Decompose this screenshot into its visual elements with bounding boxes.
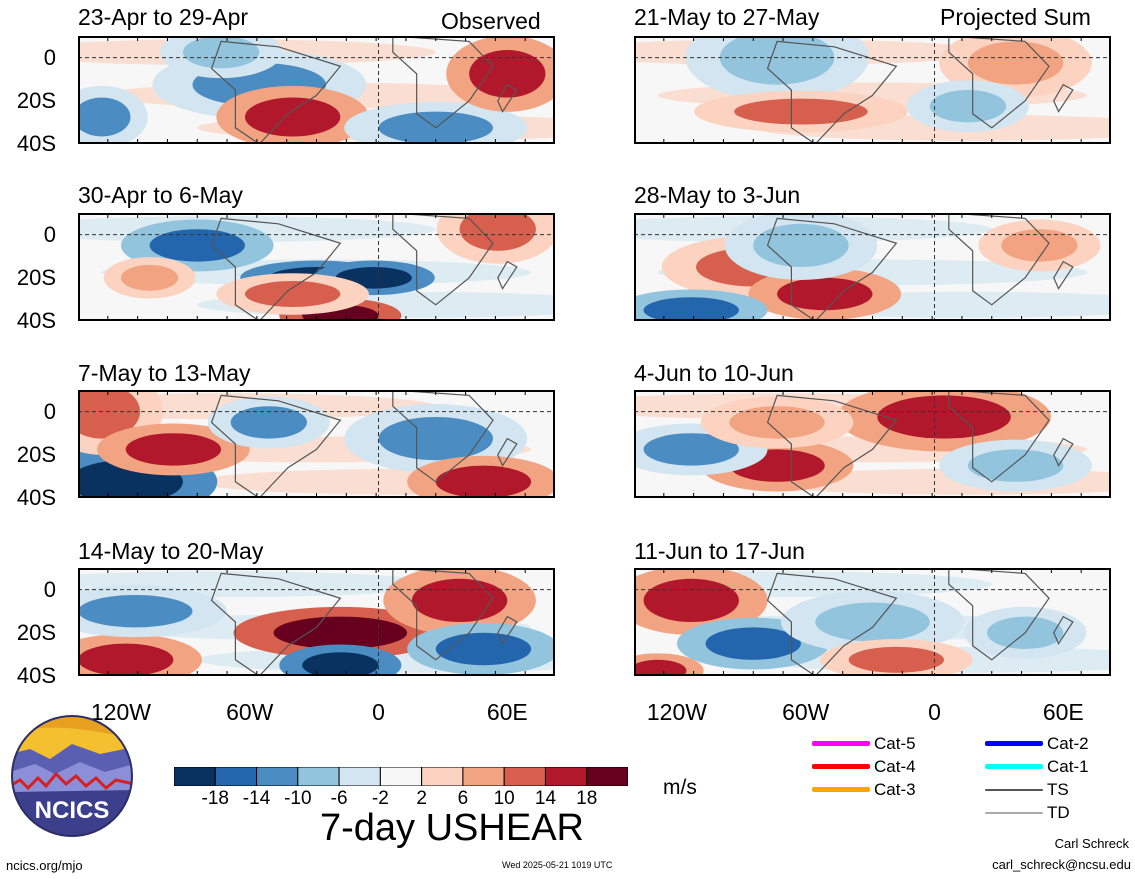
legend-label: TS: [1047, 780, 1069, 799]
email[interactable]: carl_schreck@ncsu.edu: [992, 857, 1131, 872]
panel-map: [634, 390, 1111, 498]
legend-swatch: [812, 787, 870, 792]
colorbar-tick-label: 6: [457, 788, 469, 809]
legend-label: Cat-2: [1047, 734, 1089, 753]
x-tick-label: 120W: [646, 699, 707, 725]
y-tick-label: 20S: [16, 441, 56, 467]
colorbar-swatch: [586, 767, 628, 786]
y-tick-label: 40S: [16, 308, 56, 333]
panel-map: [78, 36, 555, 144]
legend-label: TD: [1047, 803, 1070, 822]
colorbar-swatch: [214, 767, 258, 786]
panel-map: [78, 568, 555, 676]
legend-swatch: [985, 812, 1043, 814]
x-tick-label: 0: [928, 699, 941, 725]
colorbar-tick-label: -14: [242, 788, 271, 809]
panel-title: 23-Apr to 29-Apr: [78, 4, 249, 30]
x-tick-label: 0: [372, 699, 385, 725]
y-tick-label: 0: [43, 576, 56, 602]
colorbar-swatch: [174, 767, 216, 786]
panel-title: 11-Jun to 17-Jun: [634, 538, 805, 564]
x-tick-label: 60E: [1042, 699, 1084, 725]
legend-swatch: [812, 764, 870, 769]
colorbar-swatch: [338, 767, 381, 786]
y-tick-label: 0: [43, 44, 56, 70]
x-tick-label: 60W: [226, 699, 274, 725]
author: Carl Schreck: [1054, 836, 1129, 851]
panel-title: 28-May to 3-Jun: [634, 182, 801, 208]
colorbar-tick-label: -10: [284, 788, 312, 809]
panel-map: [634, 568, 1111, 676]
colorbar-tick-label: -18: [201, 788, 229, 809]
x-tick-label: 60W: [782, 699, 830, 725]
panel-title: 30-Apr to 6-May: [78, 182, 243, 208]
legend-swatch: [985, 741, 1043, 746]
y-tick-label: 40S: [16, 663, 56, 688]
y-tick-label: 40S: [16, 131, 56, 156]
panel-title: 21-May to 27-May: [634, 4, 820, 30]
legend-label: Cat-5: [874, 734, 916, 753]
colorbar-swatch: [544, 767, 588, 786]
projected-label: Projected Sum: [940, 4, 1091, 30]
observed-label: Observed: [441, 8, 541, 34]
panel-map: [634, 213, 1111, 321]
colorbar-tick-label: 14: [534, 788, 557, 809]
panel-title: 14-May to 20-May: [78, 538, 264, 564]
y-tick-label: 20S: [16, 264, 56, 290]
legend-swatch: [812, 741, 870, 746]
colorbar-swatch: [503, 767, 546, 786]
colorbar: [174, 767, 628, 786]
x-tick-label: 60E: [486, 699, 528, 725]
legend-swatch: [985, 789, 1043, 791]
y-tick-label: 20S: [16, 619, 56, 645]
colorbar-tick-label: 2: [416, 788, 427, 809]
y-tick-label: 40S: [16, 485, 56, 510]
site-url[interactable]: ncics.org/mjo: [6, 858, 83, 873]
ncics-logo: NCICS: [11, 715, 133, 837]
legend-label: Cat-1: [1047, 757, 1089, 776]
colorbar-swatch: [462, 767, 505, 786]
panel-map: [634, 36, 1111, 144]
colorbar-swatch: [421, 767, 464, 786]
x-tick-label: 120W: [90, 699, 151, 725]
units-label: m/s: [663, 776, 697, 799]
logo-text: NCICS: [35, 797, 110, 824]
panel-title: 4-Jun to 10-Jun: [634, 360, 794, 386]
y-tick-label: 20S: [16, 87, 56, 113]
panel-title: 7-May to 13-May: [78, 360, 251, 386]
colorbar-swatch: [256, 767, 299, 786]
panel-map: [78, 213, 555, 321]
legend-swatch: [985, 764, 1043, 769]
chart-title: 7-day USHEAR: [320, 807, 584, 849]
colorbar-swatch: [379, 767, 423, 786]
legend-label: Cat-4: [874, 757, 916, 776]
y-tick-label: 0: [43, 221, 56, 247]
colorbar-tick-label: -2: [371, 788, 389, 809]
legend-label: Cat-3: [874, 780, 916, 799]
colorbar-tick-label: -6: [330, 788, 348, 809]
colorbar-swatch: [297, 767, 340, 786]
timestamp: Wed 2025-05-21 1019 UTC: [502, 860, 613, 870]
panel-map: [78, 390, 555, 498]
colorbar-tick-label: 10: [493, 788, 515, 809]
y-tick-label: 0: [43, 398, 56, 424]
colorbar-tick-label: 18: [576, 788, 598, 809]
